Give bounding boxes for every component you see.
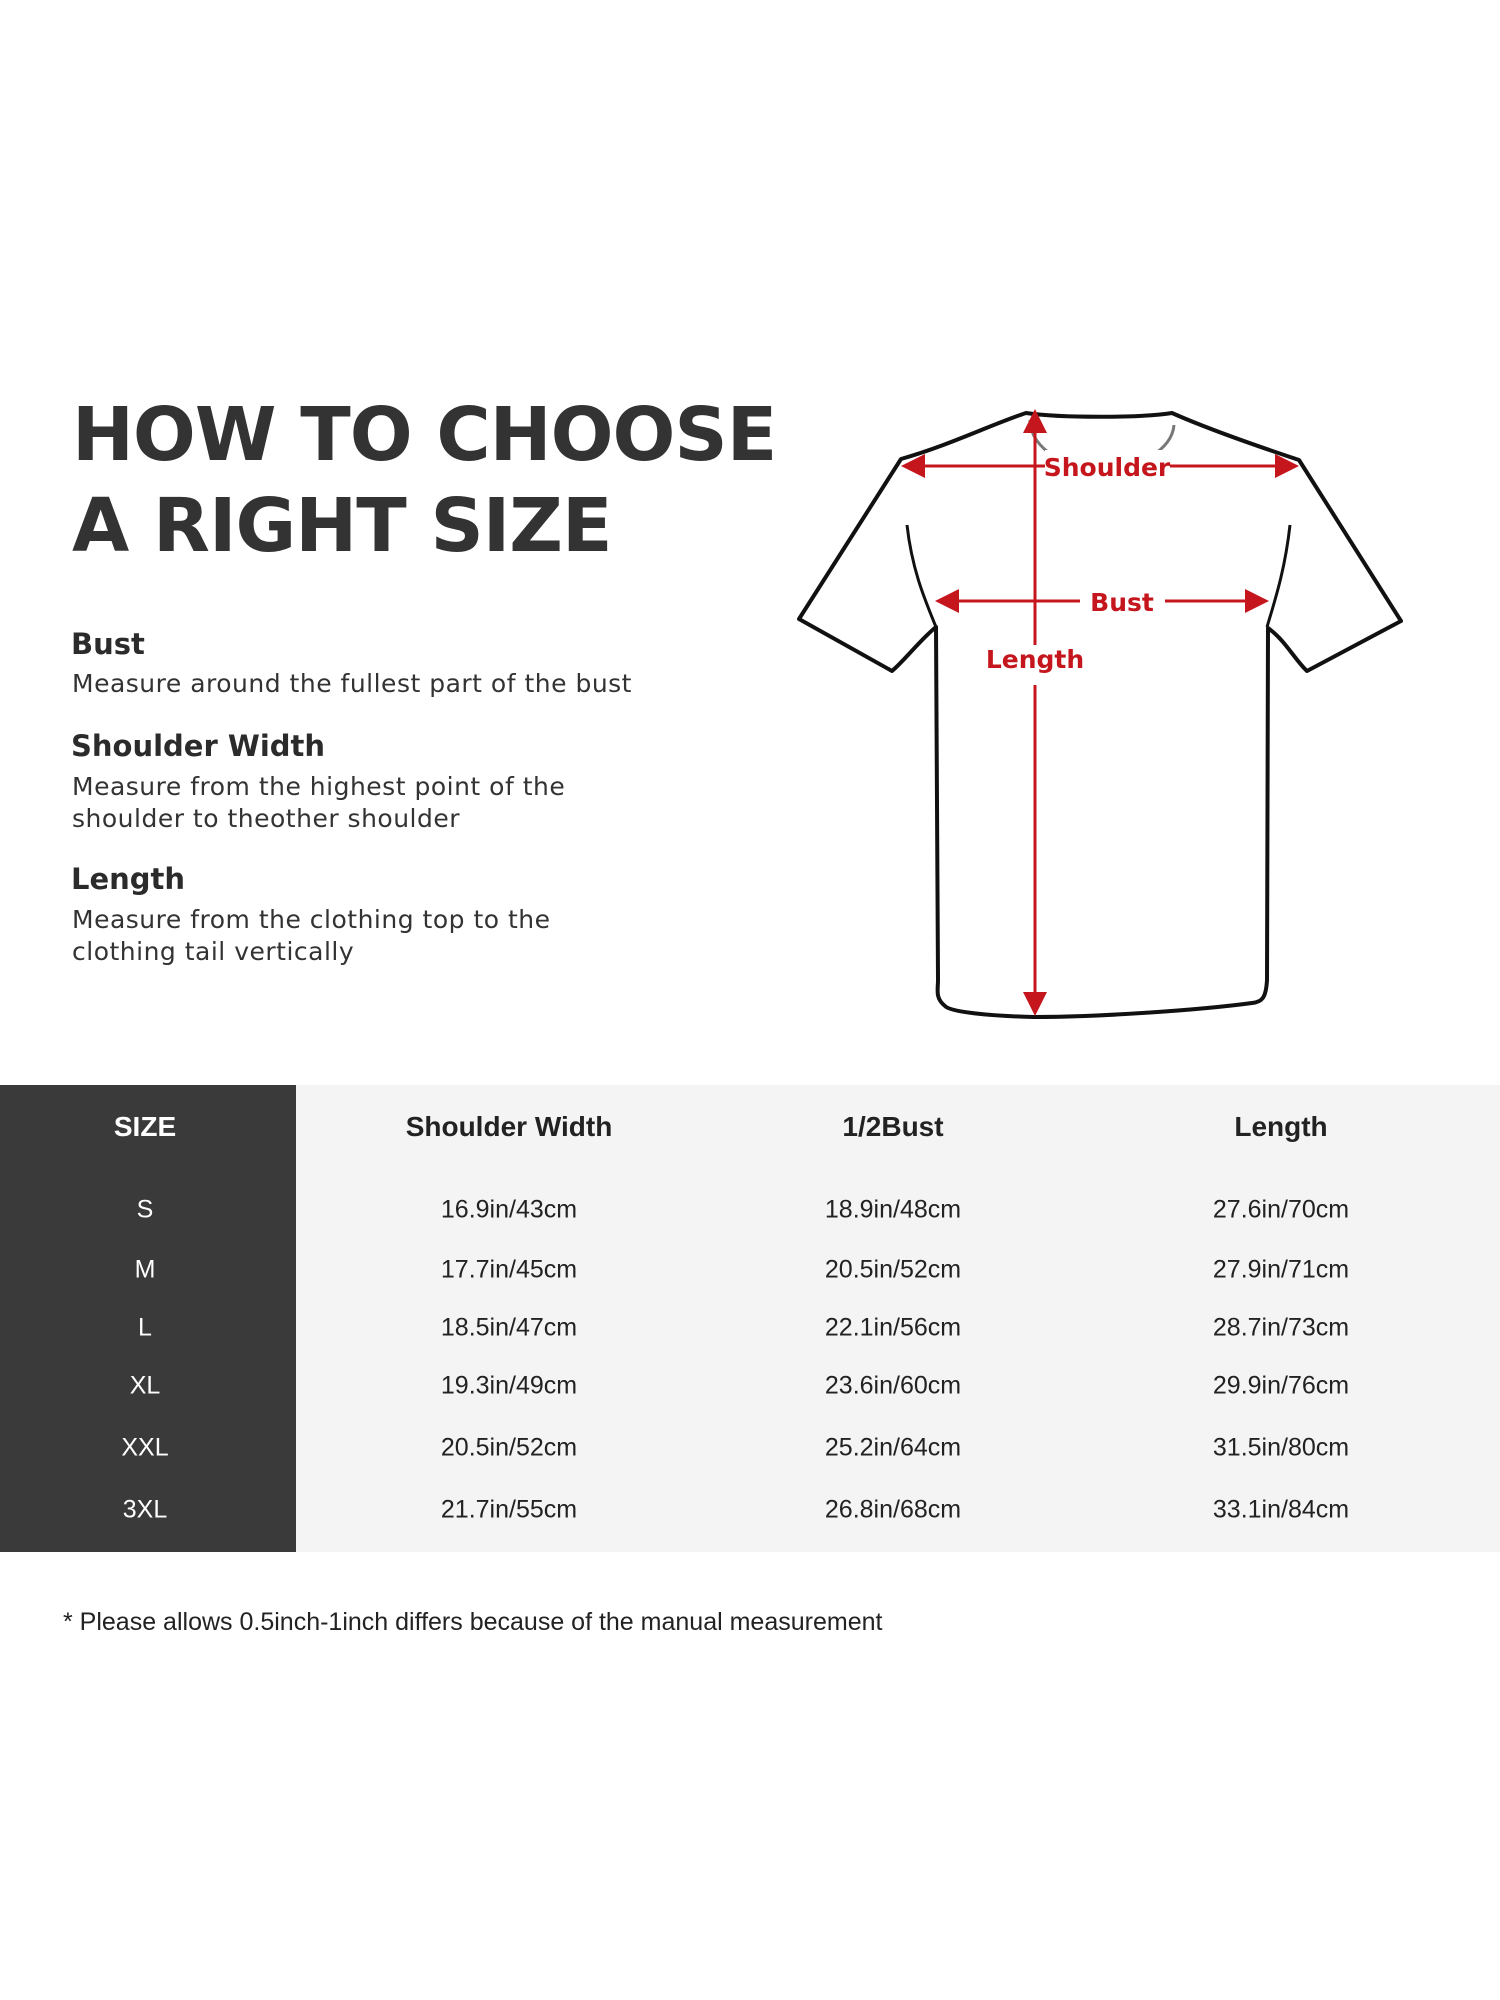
tshirt-armhole-right: [1265, 524, 1292, 628]
table-cell: 25.2in/64cm: [824, 1433, 962, 1462]
page-title-line1: HOW TO CHOOSE: [72, 392, 777, 478]
guide-text-length-1: Measure from the clothing top to the: [72, 905, 551, 934]
bust-label: Bust: [1090, 588, 1154, 617]
shoulder-label: Shoulder: [1044, 453, 1171, 482]
tshirt-diagram: Shoulder Bust Length: [797, 409, 1403, 1019]
size-column: [0, 1085, 296, 1552]
table-cell: 18.5in/47cm: [440, 1313, 578, 1342]
shoulder-label-bg: [1045, 450, 1170, 482]
table-cell: 20.5in/52cm: [824, 1255, 962, 1284]
guide-text-bust: Measure around the fullest part of the b…: [72, 669, 632, 698]
table-cell: 16.9in/43cm: [440, 1195, 578, 1224]
table-cell: 27.9in/71cm: [1212, 1255, 1350, 1284]
size-label: 3XL: [122, 1495, 168, 1524]
table-cell: 17.7in/45cm: [440, 1255, 578, 1284]
length-label-bg: [985, 645, 1085, 685]
table-header: Shoulder Width: [405, 1111, 613, 1142]
table-cell: 20.5in/52cm: [440, 1433, 578, 1462]
guide-heading-bust: Bust: [71, 627, 145, 661]
table-cell: 23.6in/60cm: [824, 1371, 962, 1400]
footnote: * Please allows 0.5inch-1inch differs be…: [63, 1608, 883, 1636]
table-cell: 27.6in/70cm: [1212, 1195, 1350, 1224]
guide-heading-shoulder: Shoulder Width: [71, 729, 326, 763]
guide-text-shoulder-2: shoulder to theother shoulder: [72, 804, 461, 833]
table-cell: 28.7in/73cm: [1212, 1313, 1350, 1342]
size-label: M: [134, 1255, 156, 1284]
guide-text-length-2: clothing tail vertically: [72, 937, 355, 966]
tshirt-armhole-left: [905, 524, 938, 628]
table-cell: 33.1in/84cm: [1212, 1495, 1350, 1524]
table-cell: 21.7in/55cm: [440, 1495, 578, 1524]
table-cell: 26.8in/68cm: [824, 1495, 962, 1524]
size-label: XXL: [121, 1433, 169, 1462]
bust-label-bg: [1080, 585, 1165, 617]
table-cell: 22.1in/56cm: [824, 1313, 962, 1342]
size-label: S: [136, 1195, 154, 1224]
table-cell: 18.9in/48cm: [824, 1195, 962, 1224]
length-label: Length: [986, 645, 1084, 674]
tshirt-outline: [797, 411, 1403, 1019]
size-label: XL: [129, 1371, 161, 1400]
table-header: SIZE: [113, 1111, 177, 1142]
table-header: Length: [1234, 1111, 1328, 1142]
table-cell: 29.9in/76cm: [1212, 1371, 1350, 1400]
page-title-line2: A RIGHT SIZE: [72, 483, 612, 569]
table-cell: 19.3in/49cm: [440, 1371, 578, 1400]
table-cell: 31.5in/80cm: [1212, 1433, 1350, 1462]
size-label: L: [138, 1313, 152, 1342]
guide-text-shoulder-1: Measure from the highest point of the: [72, 772, 566, 801]
guide-heading-length: Length: [71, 862, 186, 896]
table-header: 1/2Bust: [842, 1111, 944, 1142]
